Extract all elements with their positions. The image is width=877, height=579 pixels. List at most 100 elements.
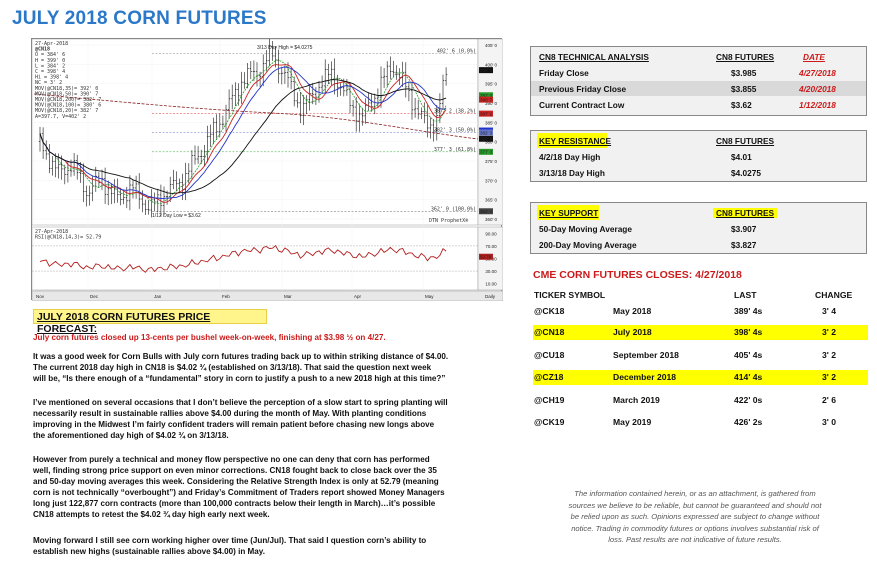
table-row: @CK18 May 2018 389' 4s 3' 4 xyxy=(533,304,868,319)
disclaimer-line: notice. Trading in commodity futures or … xyxy=(571,523,819,533)
price-axis-label: 400' 0 xyxy=(485,62,498,67)
text-line: It was a good week for Corn Bulls with J… xyxy=(33,352,449,361)
row-price: $3.907 xyxy=(731,224,757,234)
column-header: LAST xyxy=(734,290,757,300)
rsi-tag xyxy=(479,253,493,260)
chart-canvas: 405' 0 400' 0 395' 0 390' 0 385' 0 380' 0 375'… xyxy=(32,39,503,301)
price-axis-label: 385' 0 xyxy=(485,120,498,125)
table-header: CN8 FUTURES xyxy=(531,205,866,220)
price-axis-label: 395' 0 xyxy=(485,82,498,87)
ma-35-line xyxy=(39,64,447,203)
price-tag xyxy=(479,135,493,142)
ticker: @CK18 xyxy=(534,306,565,316)
table-header-highlight: KEY RESISTANCE xyxy=(537,133,611,148)
price-axis-label: 380' 0 xyxy=(485,140,498,145)
table-header: CN8 FUTURES xyxy=(531,133,866,148)
row-label: Previous Friday Close xyxy=(539,84,627,94)
disclaimer: The information contained herein, or as … xyxy=(530,488,860,546)
price-axis-label: 360' 0 xyxy=(485,217,498,222)
chart-header-line: 27-Apr-2018 xyxy=(35,41,68,47)
chart-header-line: H = 399' 0 xyxy=(35,58,65,64)
price-tag xyxy=(479,148,493,155)
rsi-header-line: 27-Apr-2018 xyxy=(35,229,68,235)
text-line: necessarily result in sustainable rallie… xyxy=(33,408,427,418)
table-row: Previous Friday Close $3.855 4/20/2018 xyxy=(531,81,866,96)
chart-header-line: MOV(@CN18,35)= 392' 0 xyxy=(35,86,98,92)
forecast-paragraph-3: However from purely a technical and mone… xyxy=(33,455,508,520)
rsi-line xyxy=(39,245,447,273)
column-header: TICKER SYMBOL xyxy=(534,290,606,300)
row-date: 4/20/2018 xyxy=(799,84,836,94)
table-row: @CU18 September 2018 405' 4s 3' 2 xyxy=(533,348,868,363)
price-tag-label: 387' 2 xyxy=(480,111,493,116)
price-axis-label: 405' 0 xyxy=(485,43,498,48)
last-price: 405' 4s xyxy=(734,350,763,360)
table-header: CN8 TECHNICAL ANALYSIS CN8 FUTURES DATE xyxy=(531,49,866,64)
table-row: @CN18 July 2018 398' 4s 3' 2 xyxy=(533,325,868,340)
contract-month: March 2019 xyxy=(613,395,660,405)
price-tag xyxy=(479,208,493,215)
row-label: Friday Close xyxy=(539,68,589,78)
column-header: DATE xyxy=(803,52,825,62)
price-tag-label: 377' 3 xyxy=(480,150,493,155)
row-price: $4.01 xyxy=(731,152,752,162)
row-price: $3.985 xyxy=(731,68,757,78)
chart-header-line: MOV(@CN18,100)= 380' 6 xyxy=(35,103,101,109)
price-change: 3' 0 xyxy=(822,417,836,427)
price-tag-label: 382' 3 xyxy=(480,130,493,135)
table-row: 200-Day Moving Average $3.827 xyxy=(531,237,866,252)
fib-label: 402' 6 (0.0%) xyxy=(437,49,476,55)
price-tag-label: 390' 7 xyxy=(480,97,493,102)
day-low-label: 1/12 Day Low = $3.62 xyxy=(152,213,201,219)
closes-header: TICKER SYMBOL LAST CHANGE xyxy=(533,288,868,303)
ticker: @CZ18 xyxy=(534,372,564,382)
ticker: @CK19 xyxy=(534,417,565,427)
text-line: I’ve mentioned on several occasions that… xyxy=(33,398,448,407)
table-row: Current Contract Low $3.62 1/12/2018 xyxy=(531,97,866,112)
column-header: CN8 FUTURES xyxy=(716,136,775,146)
text-line: Moving forward I still see corn working … xyxy=(33,536,427,545)
table-row: @CH19 March 2019 422' 0s 2' 6 xyxy=(533,393,868,408)
ma-50-line xyxy=(39,66,447,199)
ticker: @CH19 xyxy=(534,395,565,405)
table-header-highlight: KEY SUPPORT xyxy=(537,205,599,220)
row-price: $4.0275 xyxy=(731,168,761,178)
forecast-paragraph-2: I’ve mentioned on several occasions that… xyxy=(33,398,508,442)
row-date: 4/27/2018 xyxy=(799,68,836,78)
price-axis-label: 365' 0 xyxy=(485,198,498,203)
text-line: will be, “Is there enough of a “fundamen… xyxy=(33,373,446,383)
ticker: @CN18 xyxy=(534,327,565,337)
chart-header-line: MOV(@CN18,50)= 390' 7 xyxy=(35,91,98,97)
chart-header-line: Hi = 398' 4 xyxy=(35,75,68,81)
table-row: 50-Day Moving Average $3.907 xyxy=(531,221,866,236)
price-tag xyxy=(479,67,493,74)
month-axis xyxy=(32,290,503,301)
rsi-header-line: RSI(@CN18,14,3)= 52.79 xyxy=(35,235,101,241)
price-tag xyxy=(479,110,493,117)
chart-header-line: NC = 3' 2 xyxy=(35,80,62,86)
fib-label: 362' 0 (100.0%) xyxy=(431,206,476,212)
chart-header-line: L = 384' 2 xyxy=(35,63,65,69)
text-line: the aforementioned day high of $4.02 ¾ o… xyxy=(33,430,229,440)
text-line: CN18 attempts to retest the $4.02 ¾ day … xyxy=(33,509,270,519)
fib-label: 382' 3 (50.0%) xyxy=(434,127,476,133)
last-price: 414' 4s xyxy=(734,372,763,382)
column-header: CN8 FUTURES xyxy=(713,208,778,218)
disclaimer-line: The information contained herein, or as … xyxy=(574,489,816,498)
forecast-paragraph-4: Moving forward I still see corn working … xyxy=(33,536,508,558)
forecast-heading: JULY 2018 CORN FUTURES PRICE FORECAST: xyxy=(33,309,267,335)
contract-month: May 2018 xyxy=(613,306,652,316)
rsi-panel xyxy=(32,226,479,291)
ma-200-line xyxy=(33,93,479,140)
row-label: 3/13/18 Day High xyxy=(539,168,605,178)
chart-header-line: MOV(@CN18,20)= 382' 7 xyxy=(35,108,98,114)
row-label: Current Contract Low xyxy=(539,100,625,110)
chart-header-line: O = 384' 6 xyxy=(35,52,65,58)
key-resistance-table: KEY RESISTANCE CN8 FUTURES 4/2/18 Day Hi… xyxy=(530,130,867,182)
technical-analysis-table: CN8 TECHNICAL ANALYSIS CN8 FUTURES DATE … xyxy=(530,46,867,116)
month-label: Feb xyxy=(222,294,230,299)
rsi-axis-label: 90.00 xyxy=(485,231,497,236)
price-axis-label: 390' 0 xyxy=(485,101,498,106)
row-date: 1/12/2018 xyxy=(799,100,836,110)
disclaimer-line: loss. Past results are not indicative of… xyxy=(608,535,782,544)
